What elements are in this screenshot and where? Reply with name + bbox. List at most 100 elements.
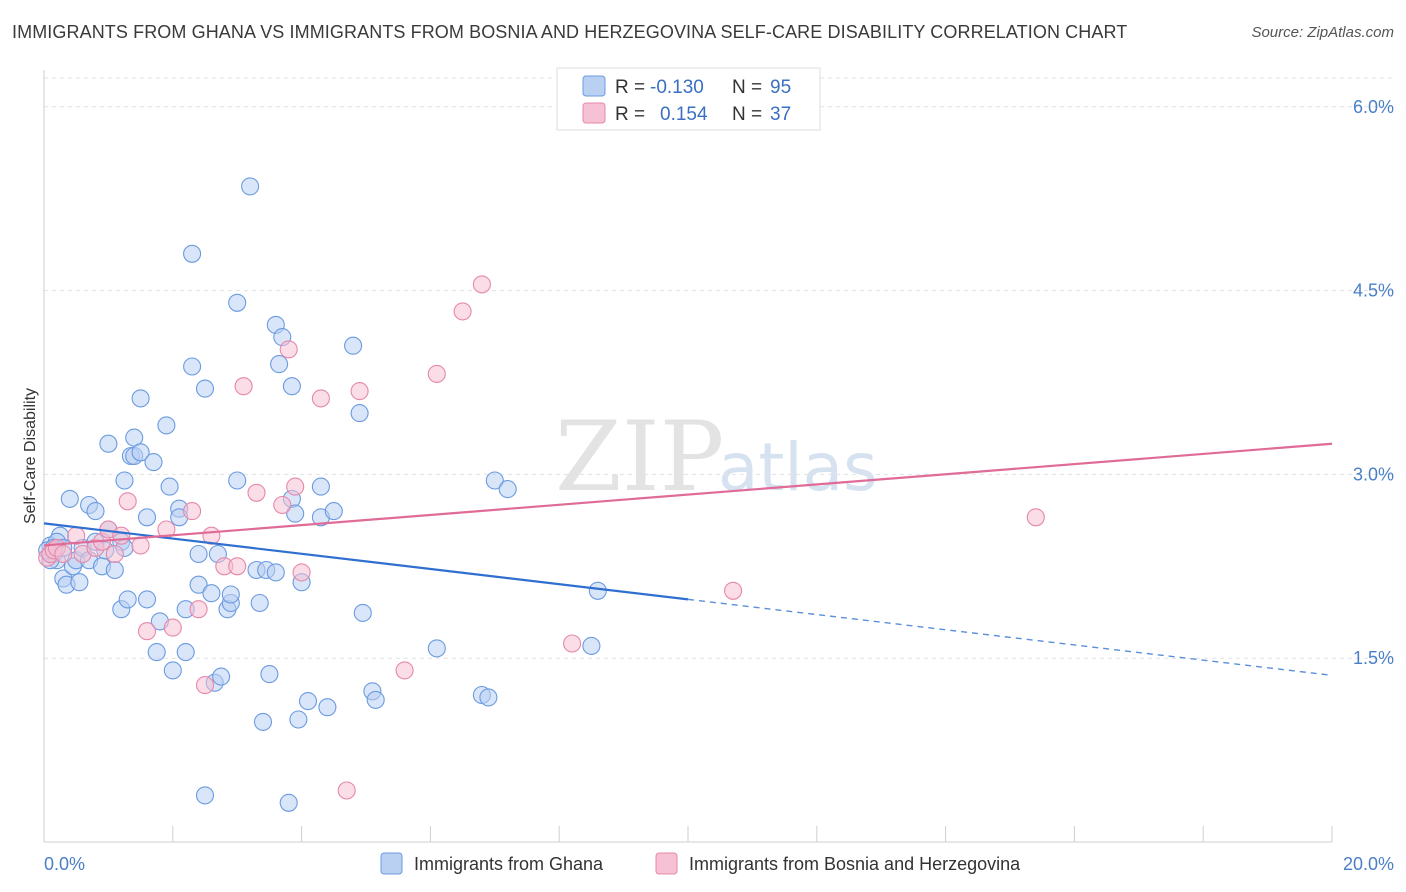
point-ghana (286, 504, 305, 523)
trend-line-ghana (43, 522, 689, 601)
legend-n-value-bosnia: 37 (770, 104, 791, 125)
trend-line-ghana-extrapolated (687, 598, 1333, 677)
trend-lines (43, 442, 1333, 677)
series-bosnia-points (38, 275, 1045, 800)
point-ghana (163, 661, 182, 680)
point-ghana (60, 489, 79, 508)
point-bosnia (112, 526, 131, 545)
x-tick-label-max: 20.0% (1343, 854, 1394, 874)
source-credit: Source: ZipAtlas.com (1251, 24, 1394, 41)
x-tick-label-min: 0.0% (44, 854, 85, 874)
point-bosnia (472, 275, 491, 294)
point-ghana (115, 471, 134, 490)
y-tick-label: 1.5% (1353, 648, 1394, 668)
trend-line-bosnia (43, 442, 1333, 547)
point-ghana (228, 471, 247, 490)
point-bosnia (311, 389, 330, 408)
point-ghana (176, 643, 195, 662)
point-ghana (485, 471, 504, 490)
point-bosnia (279, 340, 298, 359)
point-bosnia (118, 492, 137, 511)
point-bosnia (1026, 508, 1045, 527)
point-ghana (137, 508, 157, 527)
point-bosnia (273, 495, 292, 515)
legend-r-label-ghana: R = (615, 77, 645, 98)
point-bosnia (234, 377, 253, 396)
point-bosnia (195, 676, 215, 695)
point-ghana (137, 590, 157, 609)
point-ghana (202, 584, 221, 603)
point-ghana (147, 643, 166, 662)
point-ghana (195, 379, 215, 398)
legend-n-value-ghana: 95 (770, 77, 791, 98)
point-bosnia (228, 557, 247, 576)
point-bosnia (337, 781, 356, 800)
point-ghana (157, 416, 176, 435)
point-bosnia (137, 622, 157, 641)
point-bosnia (292, 563, 311, 582)
point-ghana (318, 698, 337, 717)
legend-n-label-bosnia: N = (732, 104, 762, 125)
y-tick-labels: 1.5% 3.0% 4.5% 6.0% (1353, 97, 1394, 668)
correlation-legend: R = -0.130 N = 95 R = 0.154 N = 37 (556, 67, 821, 131)
point-ghana (189, 575, 208, 594)
point-bosnia (427, 364, 446, 383)
y-axis-label: Self-Care Disability (22, 388, 39, 524)
point-ghana (270, 355, 289, 374)
point-bosnia (350, 382, 369, 401)
series-legend: Immigrants from Ghana Immigrants from Bo… (380, 852, 1021, 875)
point-bosnia (183, 502, 202, 521)
point-ghana (221, 585, 240, 604)
point-bosnia (563, 634, 582, 653)
point-ghana (250, 593, 269, 613)
point-ghana (282, 377, 301, 396)
legend-swatch-ghana (582, 75, 606, 97)
point-ghana (131, 443, 150, 462)
chart-title: IMMIGRANTS FROM GHANA VS IMMIGRANTS FROM… (12, 22, 1128, 42)
point-ghana (212, 667, 231, 686)
point-ghana (118, 590, 137, 609)
point-ghana (311, 477, 330, 496)
point-ghana (228, 293, 247, 312)
bottom-legend-swatch-bosnia (655, 852, 678, 875)
point-ghana (144, 453, 163, 472)
y-tick-label: 6.0% (1353, 97, 1394, 117)
point-ghana (479, 688, 498, 707)
bottom-legend-swatch-ghana (380, 852, 403, 875)
point-ghana (298, 692, 318, 711)
point-bosnia (395, 661, 414, 680)
point-ghana (344, 336, 363, 355)
y-tick-label: 3.0% (1353, 464, 1394, 484)
point-ghana (588, 581, 607, 600)
point-ghana (86, 502, 105, 521)
legend-swatch-bosnia (582, 102, 606, 124)
point-ghana (350, 404, 369, 423)
legend-n-label-ghana: N = (732, 77, 762, 98)
point-bosnia (189, 600, 208, 619)
y-tick-label: 4.5% (1353, 281, 1394, 301)
point-ghana (260, 665, 279, 684)
point-ghana (353, 603, 372, 622)
point-bosnia (163, 618, 182, 637)
point-ghana (279, 793, 298, 812)
gridlines (44, 77, 1394, 659)
point-ghana (183, 357, 202, 376)
point-bosnia (105, 544, 124, 564)
point-bosnia (286, 477, 305, 496)
watermark-atlas: atlas (718, 429, 878, 506)
point-ghana (266, 563, 285, 582)
bottom-legend-label-ghana: Immigrants from Ghana (414, 854, 604, 874)
legend-r-value-ghana: -0.130 (650, 77, 704, 98)
point-ghana (582, 636, 601, 655)
point-bosnia (247, 483, 266, 502)
point-ghana (131, 389, 150, 408)
point-bosnia (724, 581, 743, 600)
point-ghana (160, 477, 179, 496)
point-ghana (183, 244, 202, 263)
point-ghana (70, 573, 89, 592)
x-axis-ticks (43, 826, 1333, 842)
point-ghana (289, 710, 308, 729)
point-ghana (241, 177, 260, 196)
point-ghana (366, 690, 385, 709)
watermark-zip: ZIP (555, 401, 724, 513)
